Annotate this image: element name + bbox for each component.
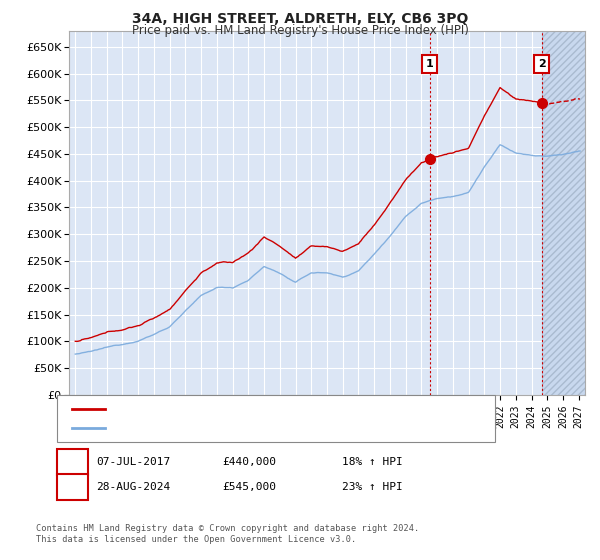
- Text: £545,000: £545,000: [222, 482, 276, 492]
- Text: 18% ↑ HPI: 18% ↑ HPI: [342, 457, 403, 467]
- Text: 2: 2: [538, 59, 545, 69]
- Text: 34A, HIGH STREET, ALDRETH, ELY, CB6 3PQ: 34A, HIGH STREET, ALDRETH, ELY, CB6 3PQ: [132, 12, 468, 26]
- Text: 28-AUG-2024: 28-AUG-2024: [96, 482, 170, 492]
- Text: 1: 1: [425, 59, 433, 69]
- Text: Contains HM Land Registry data © Crown copyright and database right 2024.: Contains HM Land Registry data © Crown c…: [36, 524, 419, 533]
- Text: 2: 2: [69, 480, 76, 494]
- Text: 34A, HIGH STREET, ALDRETH, ELY, CB6 3PQ (detached house): 34A, HIGH STREET, ALDRETH, ELY, CB6 3PQ …: [111, 404, 461, 414]
- Text: HPI: Average price, detached house, East Cambridgeshire: HPI: Average price, detached house, East…: [111, 423, 455, 433]
- Text: 1: 1: [69, 455, 76, 469]
- Text: Price paid vs. HM Land Registry's House Price Index (HPI): Price paid vs. HM Land Registry's House …: [131, 24, 469, 37]
- Text: 07-JUL-2017: 07-JUL-2017: [96, 457, 170, 467]
- Text: 23% ↑ HPI: 23% ↑ HPI: [342, 482, 403, 492]
- Text: This data is licensed under the Open Government Licence v3.0.: This data is licensed under the Open Gov…: [36, 535, 356, 544]
- Text: £440,000: £440,000: [222, 457, 276, 467]
